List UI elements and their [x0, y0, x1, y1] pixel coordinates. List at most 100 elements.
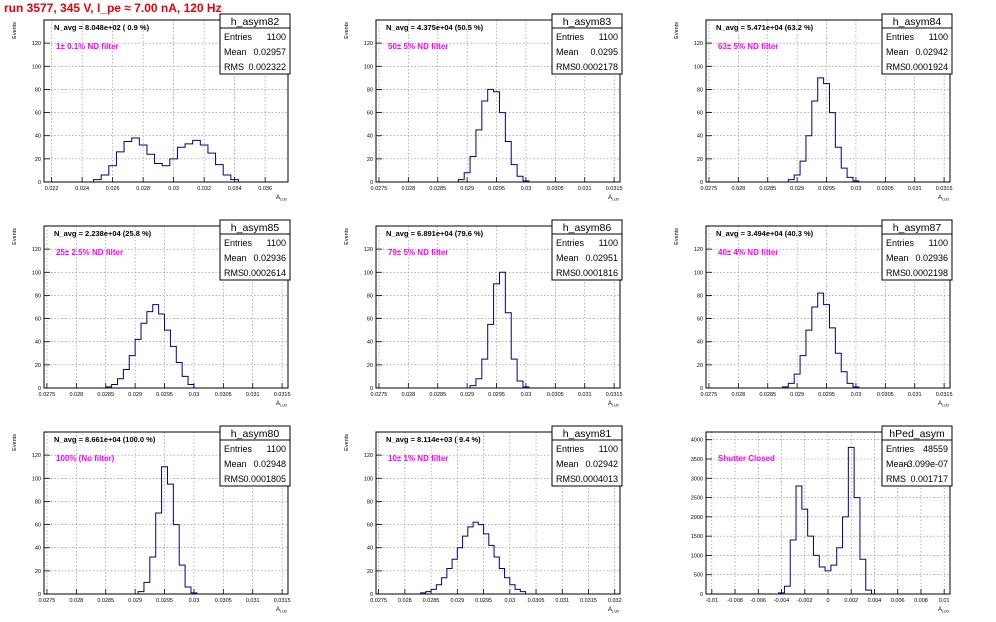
y-axis-title: Events — [674, 228, 680, 245]
x-tick-label: 0.03 — [851, 392, 862, 398]
y-tick-label: 0 — [370, 592, 373, 598]
x-tick-label: 0.0315 — [274, 392, 291, 398]
y-tick-label: 80 — [35, 293, 41, 299]
x-tick-label: 0.0285 — [423, 598, 440, 604]
n-avg-label: N_avg = 2.238e+04 (25.8 %) — [54, 229, 152, 238]
stats-label: Entries — [886, 32, 915, 42]
x-tick-label: 0.0275 — [701, 186, 718, 192]
plot-frame — [705, 225, 951, 389]
y-tick-label: 0 — [370, 180, 373, 186]
stats-label: Entries — [556, 32, 585, 42]
stats-label: Mean — [556, 253, 579, 263]
x-tick-label: 0.0295 — [156, 598, 173, 604]
y-tick-label: 80 — [367, 87, 373, 93]
x-tick-label: 0.028 — [69, 598, 83, 604]
stats-box-frame — [551, 425, 623, 487]
y-tick-label: 20 — [35, 157, 41, 163]
x-tick-label: 0.031 — [246, 598, 260, 604]
y-tick-label: 3500 — [691, 457, 703, 463]
y-tick-label: 40 — [367, 546, 373, 552]
x-tick-label: 0.031 — [555, 598, 569, 604]
y-tick-label: 120 — [32, 247, 41, 253]
x-tick-label: 0.028 — [136, 186, 150, 192]
x-tick-label: 0.0295 — [488, 186, 505, 192]
stats-label: RMS — [556, 268, 576, 278]
stats-box: h_asym83 Entries 1100 Mean 0.0295 RMS 0.000217… — [551, 13, 623, 75]
x-tick-label: 0.0275 — [39, 392, 56, 398]
stats-value: 0.02942 — [585, 459, 618, 469]
stats-value: 0.02951 — [585, 253, 618, 263]
x-tick-label: 0.0295 — [818, 392, 835, 398]
stats-box: h_asym82 Entries 1100 Mean 0.02957 RMS 0.00232… — [219, 13, 291, 75]
x-tick-label: 0.034 — [228, 186, 242, 192]
stats-value: 0.0002614 — [243, 268, 286, 278]
x-axis-subscript: LUD — [942, 404, 949, 408]
stats-label: Mean — [556, 47, 579, 57]
x-tick-label: 0.028 — [398, 598, 412, 604]
x-tick-label: 0.031 — [908, 392, 922, 398]
n-avg-label: N_avg = 4.375e+04 (50.5 %) — [386, 23, 484, 32]
stats-label: RMS — [886, 268, 906, 278]
x-tick-label: 0.006 — [891, 598, 905, 604]
stats-box: h_asym81 Entries 1100 Mean 0.02942 RMS 0.00040… — [551, 425, 623, 487]
stats-value: 1100 — [599, 32, 618, 42]
stats-value: 0.02942 — [915, 47, 948, 57]
x-axis-title: ALUD — [276, 401, 287, 408]
n-avg-label: N_avg = 8.114e+03 ( 9.4 %) — [386, 435, 481, 444]
y-tick-label: 0 — [700, 386, 703, 392]
y-tick-label: 120 — [32, 41, 41, 47]
x-tick-label: 0.0305 — [215, 392, 232, 398]
x-tick-label: 0.0295 — [488, 392, 505, 398]
histogram-series-h_asym81 — [420, 521, 527, 594]
y-tick-label: 40 — [697, 134, 703, 140]
x-tick-label: 0.0305 — [877, 186, 894, 192]
y-tick-label: 60 — [35, 523, 41, 529]
stats-label: RMS — [556, 62, 576, 72]
histogram-panel-h_asym80: 0.0275 0.028 0.0285 0.029 0.0295 0.03 0.0305 0.… — [12, 425, 291, 614]
x-axis-title: ALUD — [938, 401, 949, 408]
y-tick-label: 40 — [367, 134, 373, 140]
plot-frame — [43, 19, 289, 183]
stats-value: 0.0001816 — [575, 268, 618, 278]
y-axis-title: Events — [344, 22, 350, 39]
stats-value: 0.02936 — [915, 253, 948, 263]
stats-box: hPed_asym Entries 48559 Mean-3.099e-07 RMS 0.… — [881, 425, 953, 487]
x-tick-label: 0.0295 — [818, 186, 835, 192]
stats-value: 0.002322 — [248, 62, 286, 72]
x-tick-label: 0.03 — [189, 392, 200, 398]
filter-note: 10± 1% ND filter — [388, 454, 448, 463]
x-tick-label: 0.0275 — [370, 598, 387, 604]
x-tick-label: 0.0295 — [156, 392, 173, 398]
histogram-name: h_asym86 — [563, 222, 612, 234]
stats-value: 0.0001924 — [905, 62, 948, 72]
histogram-panel-h_asym86: 0.0275 0.028 0.0285 0.029 0.0295 0.03 0.0305 0.… — [344, 219, 623, 408]
stats-value: 1100 — [599, 444, 618, 454]
histogram-series-hPed_asym — [778, 446, 873, 594]
histogram-name: h_asym87 — [893, 222, 942, 234]
y-tick-label: 80 — [367, 293, 373, 299]
n-avg-label: N_avg = 8.048e+02 ( 0.9 %) — [54, 23, 150, 32]
stats-value: 0.02957 — [253, 47, 286, 57]
y-tick-label: 0 — [38, 386, 41, 392]
x-tick-label: 0.0305 — [547, 186, 564, 192]
x-tick-label: 0.029 — [460, 392, 474, 398]
stats-box: h_asym86 Entries 1100 Mean 0.02951 RMS 0.00018… — [551, 219, 623, 281]
y-tick-label: 0 — [370, 386, 373, 392]
plot-frame — [705, 19, 951, 183]
x-tick-label: 0.0315 — [936, 392, 953, 398]
x-axis-title: ALUD — [938, 195, 949, 202]
stats-label: Entries — [224, 444, 253, 454]
x-tick-label: 0.032 — [197, 186, 211, 192]
stats-label: Mean — [224, 459, 247, 469]
y-tick-label: 0 — [38, 180, 41, 186]
stats-value: 1100 — [599, 238, 618, 248]
histogram-series-h_asym84 — [787, 77, 860, 182]
x-axis-subscript: LUD — [612, 404, 619, 408]
y-tick-label: 20 — [697, 363, 703, 369]
n-avg-label: N_avg = 6.891e+04 (79.6 %) — [386, 229, 484, 238]
stats-value: 0.0295 — [590, 47, 618, 57]
x-tick-label: 0.028 — [731, 186, 745, 192]
x-tick-label: 0.0315 — [606, 186, 623, 192]
filter-note: Shutter Closed — [718, 454, 775, 463]
